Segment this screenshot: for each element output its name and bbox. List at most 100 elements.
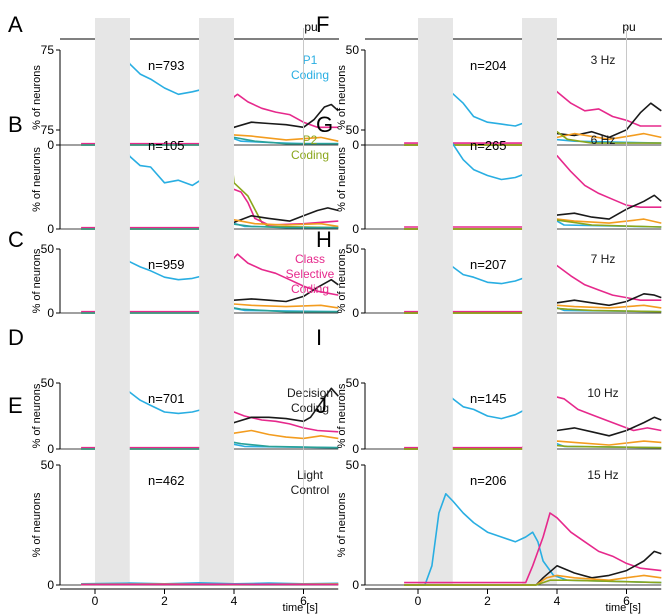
y-tick-label-max: 50: [41, 458, 55, 472]
coding-label-line: P1: [303, 53, 318, 67]
coding-label-line: 6 Hz: [591, 133, 616, 147]
coding-label-line: 15 Hz: [587, 468, 618, 482]
p2-band: [199, 18, 234, 585]
x-axis-label: time [s]: [606, 602, 641, 614]
p1-band: [95, 18, 130, 585]
y-tick-label-min: 0: [352, 222, 359, 236]
y-tick-label-max: 50: [346, 43, 360, 57]
x-tick-label: 6: [623, 594, 630, 608]
panel-letter: G: [316, 112, 333, 137]
coding-label-line: Coding: [291, 401, 329, 415]
panel-letter: J: [316, 393, 327, 418]
y-tick-label-min: 0: [47, 578, 54, 592]
y-tick-label-max: 50: [41, 242, 55, 256]
header-right: P1 P2 pu: [365, 20, 662, 40]
panel-letter: F: [316, 12, 329, 37]
panel-letter: C: [8, 227, 24, 252]
y-tick-label-max: 50: [346, 376, 360, 390]
n-count-label: n=793: [148, 58, 185, 73]
coding-label-line: 3 Hz: [591, 53, 616, 67]
y-tick-label-max: 50: [346, 242, 360, 256]
panel-letter: A: [8, 12, 23, 37]
coding-label-line: Light: [297, 468, 324, 482]
panel-letter: E: [8, 393, 23, 418]
header-right-pu-label: pu: [622, 20, 635, 34]
y-tick-label-max: 75: [41, 123, 55, 137]
x-tick-label: 2: [484, 594, 491, 608]
coding-label-line: Class: [295, 252, 325, 266]
series-line-p2: [404, 307, 662, 314]
x-tick-label: 0: [415, 594, 422, 608]
y-tick-label-min: 0: [47, 222, 54, 236]
y-tick-label-min: 0: [352, 138, 359, 152]
y-tick-label-min: 0: [352, 442, 359, 456]
n-count-label: n=462: [148, 473, 185, 488]
x-axis-label: time [s]: [283, 602, 318, 614]
y-tick-label-max: 75: [41, 43, 55, 57]
header-left-pu-label: pu: [304, 20, 317, 34]
x-tick-label: 0: [92, 594, 99, 608]
y-tick-label-min: 0: [352, 578, 359, 592]
coding-label-line: Coding: [291, 282, 329, 296]
p1-band: [418, 18, 453, 585]
panel-letter: B: [8, 112, 23, 137]
series-line-p2: [404, 579, 662, 586]
x-tick-label: 4: [554, 594, 561, 608]
n-count-label: n=204: [470, 58, 507, 73]
y-axis-label: % of neurons: [336, 248, 348, 313]
n-count-label: n=105: [148, 138, 185, 153]
panel-letter: D: [8, 325, 24, 350]
n-count-label: n=959: [148, 257, 185, 272]
y-tick-label-max: 50: [346, 123, 360, 137]
n-count-label: n=145: [470, 391, 507, 406]
coding-label-line: Selective: [286, 267, 335, 281]
y-tick-label-min: 0: [47, 442, 54, 456]
y-axis-label: % of neurons: [31, 65, 43, 130]
series-line-decision: [404, 550, 662, 586]
y-tick-label-max: 50: [41, 376, 55, 390]
n-count-label: n=265: [470, 138, 507, 153]
y-axis-label: % of neurons: [336, 65, 348, 130]
y-axis-label: % of neurons: [336, 492, 348, 557]
y-axis-label: % of neurons: [336, 383, 348, 448]
series-line-class: [404, 512, 662, 584]
y-axis-label: % of neurons: [31, 248, 43, 313]
y-axis-label: % of neurons: [31, 147, 43, 212]
series-line-p1: [404, 493, 662, 586]
panel-letter: I: [316, 325, 322, 350]
p2-band: [522, 18, 557, 585]
x-tick-label: 4: [231, 594, 238, 608]
coding-label-line: Coding: [291, 68, 329, 82]
y-axis-label: % of neurons: [31, 383, 43, 448]
n-count-label: n=207: [470, 257, 507, 272]
y-axis-label: % of neurons: [336, 147, 348, 212]
y-axis-label: % of neurons: [31, 492, 43, 557]
x-tick-label: 2: [161, 594, 168, 608]
coding-label-line: P2: [303, 133, 318, 147]
y-tick-label-max: 50: [346, 458, 360, 472]
coding-label-line: Coding: [291, 148, 329, 162]
series-line-teal: [81, 222, 339, 230]
y-tick-label-min: 0: [47, 306, 54, 320]
epoch-headers: P1 P2 pu P1 P2 pu: [60, 20, 662, 40]
coding-label-line: 10 Hz: [587, 386, 618, 400]
coding-label-line: Decision: [287, 386, 333, 400]
y-tick-label-min: 0: [47, 138, 54, 152]
panel-letter: H: [316, 227, 332, 252]
x-tick-label: 6: [300, 594, 307, 608]
n-count-label: n=206: [470, 473, 507, 488]
y-tick-label-min: 0: [352, 306, 359, 320]
coding-label-line: 7 Hz: [591, 252, 616, 266]
coding-label-line: Control: [291, 483, 330, 497]
n-count-label: n=701: [148, 391, 185, 406]
